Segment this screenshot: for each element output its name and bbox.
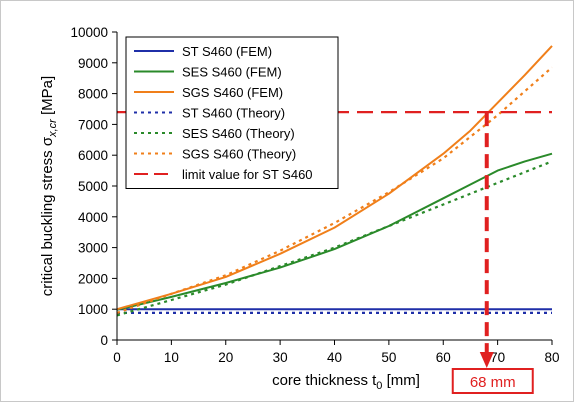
x-tick-label: 60 (436, 350, 451, 365)
callout: 68 mm (451, 112, 534, 394)
legend-label-st-s460-theory: ST S460 (Theory) (182, 106, 285, 121)
callout-label: 68 mm (470, 374, 516, 391)
y-tick-label: 1000 (78, 302, 108, 317)
x-tick-label: 50 (381, 350, 396, 365)
y-tick-label: 9000 (78, 56, 108, 71)
y-tick-label: 6000 (78, 148, 108, 163)
series-line-sgs-s460-fem (116, 45, 553, 311)
x-tick-label: 10 (164, 350, 179, 365)
series-line-ses-s460-fem (116, 152, 553, 311)
series-line-sgs-s460-theory (116, 66, 553, 314)
legend-label-sgs-s460-theory: SGS S460 (Theory) (182, 147, 296, 162)
legend: ST S460 (FEM) SES S460 (FEM) SGS S460 (FEM… (125, 36, 339, 189)
x-tick-label: 20 (218, 350, 233, 365)
y-tick-label: 5000 (78, 179, 108, 194)
y-tick-label: 2000 (78, 271, 108, 286)
y-axis-title: critical buckling stress σx,cr [MPa] (39, 76, 59, 296)
x-axis-title: core thickness t0 [mm] (272, 372, 420, 392)
legend-label-limit-value-for-st-s460: limit value for ST S460 (182, 167, 313, 182)
y-tick-label: 8000 (78, 87, 108, 102)
y-tick-label: 7000 (78, 117, 108, 132)
callout-arrow-head (479, 352, 494, 368)
tick-labels: 0100020003000400050006000700080009000100… (70, 25, 559, 365)
y-tick-label: 3000 (78, 241, 108, 256)
x-tick-label: 40 (327, 350, 342, 365)
y-tick-label: 10000 (70, 25, 108, 40)
x-tick-label: 0 (113, 350, 121, 365)
legend-label-st-s460-fem: ST S460 (FEM) (182, 44, 272, 59)
legend-box (125, 36, 339, 189)
legend-label-sgs-s460-fem: SGS S460 (FEM) (182, 85, 283, 100)
legend-label-ses-s460-theory: SES S460 (Theory) (182, 126, 295, 141)
x-tick-label: 80 (544, 350, 559, 365)
y-tick-label: 4000 (78, 210, 108, 225)
x-tick-label: 70 (490, 350, 505, 365)
y-tick-label: 0 (100, 333, 108, 348)
x-tick-label: 30 (273, 350, 288, 365)
callout-box (451, 368, 534, 394)
legend-label-ses-s460-fem: SES S460 (FEM) (182, 65, 282, 80)
axes (112, 31, 553, 345)
